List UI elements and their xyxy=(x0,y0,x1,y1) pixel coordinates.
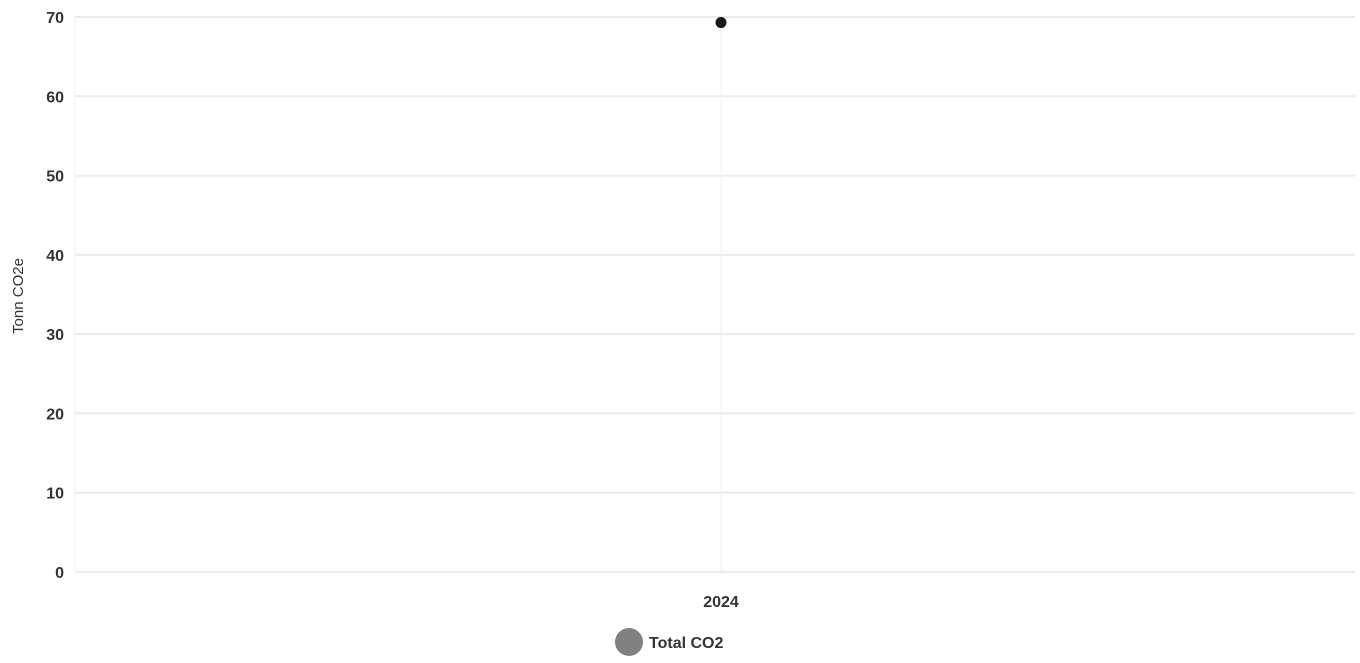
y-tick-label: 10 xyxy=(46,486,64,503)
y-tick-label: 70 xyxy=(46,10,64,27)
y-axis-tick-labels: 0 10 20 30 40 50 60 70 xyxy=(46,10,64,582)
x-tick-label: 2024 xyxy=(703,594,739,611)
data-point[interactable] xyxy=(715,17,727,29)
y-axis-title: Tonn CO2e xyxy=(10,258,27,334)
y-tick-label: 0 xyxy=(55,565,64,582)
x-axis-tick-labels: 2024 xyxy=(703,594,739,611)
y-tick-label: 30 xyxy=(46,327,64,344)
data-points xyxy=(715,17,727,29)
legend-swatch[interactable] xyxy=(615,628,643,656)
y-tick-label: 60 xyxy=(46,89,64,106)
y-tick-label: 50 xyxy=(46,169,64,186)
y-tick-label: 40 xyxy=(46,248,64,265)
y-tick-label: 20 xyxy=(46,406,64,423)
grid-lines xyxy=(74,16,1355,573)
legend-label-total-co2[interactable]: Total CO2 xyxy=(649,635,723,652)
legend[interactable]: Total CO2 xyxy=(615,628,723,656)
